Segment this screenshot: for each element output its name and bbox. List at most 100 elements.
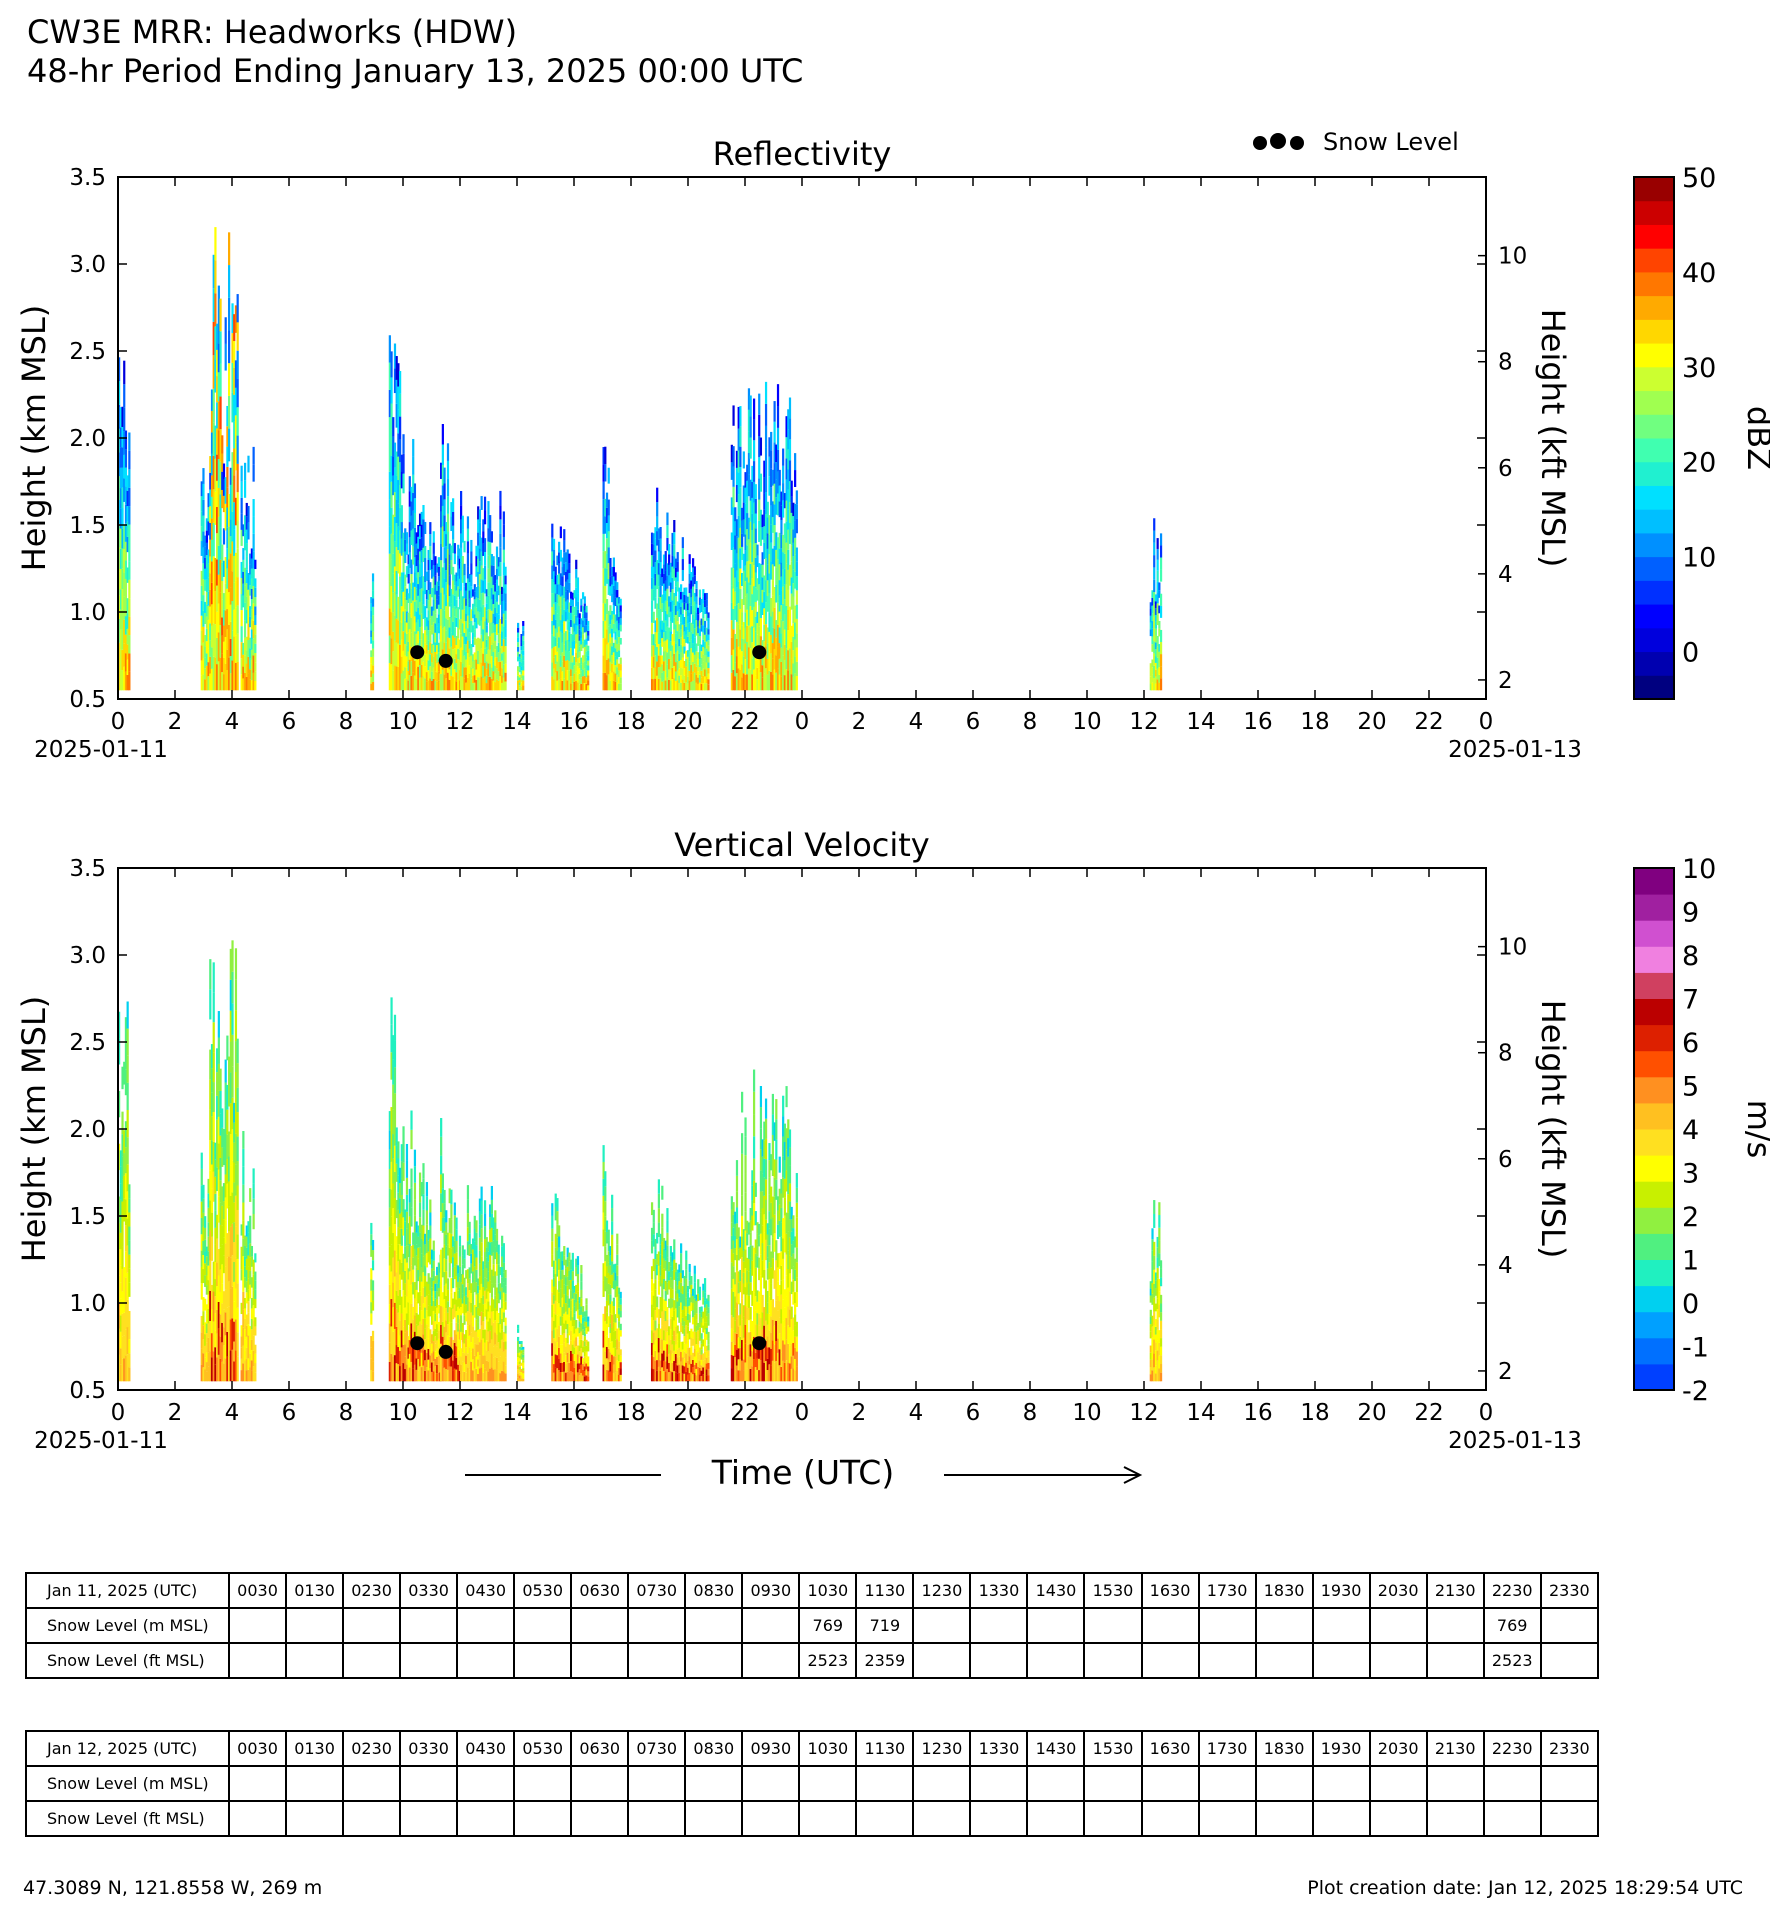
y-right-tick-label: 10 [1498, 244, 1527, 270]
table-cell [1425, 1800, 1485, 1837]
table-row: Snow Level (m MSL) [25, 1765, 1600, 1802]
snow-level-point [752, 1336, 767, 1351]
table-row-label: Snow Level (ft MSL) [25, 1642, 230, 1679]
dbz-colorbar-segment [1634, 224, 1674, 249]
table-cell [1254, 1607, 1314, 1644]
y-tick-label: 0.5 [69, 687, 106, 713]
table-cell: 0130 [285, 1572, 345, 1609]
table-header-row: Jan 11, 2025 (UTC) 0030 0130 0230 0330 0430 05… [25, 1572, 1600, 1609]
x-tick-label: 10 [388, 1400, 417, 1426]
vv-colorbar-segment [1634, 894, 1674, 921]
table-cell: 1530 [1083, 1730, 1143, 1767]
x-tick-label: 6 [282, 1400, 297, 1426]
x-tick-label: 2 [852, 1400, 867, 1426]
y-tick-label: 3.0 [69, 943, 106, 969]
y-right-tick-label: 8 [1498, 1041, 1513, 1067]
x-tick-label: 20 [673, 1400, 702, 1426]
table-cell [285, 1800, 345, 1837]
table-cell [741, 1607, 801, 1644]
dbz-colorbar-segment [1634, 627, 1674, 653]
vv-colorbar-segment [1634, 1259, 1674, 1287]
table-cell [1197, 1642, 1257, 1679]
panel-title: Reflectivity [713, 135, 892, 173]
vv-colorbar-tick-label: -1 [1682, 1333, 1709, 1364]
vv-colorbar-segment [1634, 920, 1674, 947]
y-right-tick-label: 2 [1498, 1359, 1513, 1385]
table-cell: 0630 [570, 1572, 630, 1609]
dbz-colorbar-echoes [118, 227, 1163, 691]
table-cell: 1630 [1140, 1730, 1200, 1767]
table-cell [741, 1765, 801, 1802]
x-tick-label: 18 [616, 1400, 645, 1426]
table-cell [1539, 1765, 1600, 1802]
table-cell [1482, 1800, 1542, 1837]
table-cell [227, 1800, 288, 1837]
table-cell [1140, 1800, 1200, 1837]
figure-subtitle: 48-hr Period Ending January 13, 2025 00:… [27, 52, 804, 90]
table-cell: 1730 [1197, 1730, 1257, 1767]
dbz-colorbar-segment [1634, 177, 1674, 202]
vv-colorbar-segment [1634, 1129, 1674, 1156]
x-date-start: 2025-01-11 [34, 737, 168, 763]
vv-colorbar-segment [1634, 998, 1674, 1026]
x-date-end: 2025-01-13 [1448, 737, 1582, 763]
table-cell [342, 1607, 402, 1644]
table-cell [798, 1765, 858, 1802]
dbz-colorbar-segment [1634, 509, 1674, 534]
table-cell [684, 1765, 744, 1802]
table-cell [627, 1800, 687, 1837]
table-header-row: Jan 12, 2025 (UTC) 0030 0130 0230 0330 0430 05… [25, 1730, 1600, 1767]
dbz-colorbar-segment [1634, 438, 1674, 463]
table-cell [513, 1607, 573, 1644]
vv-colorbar-frame [1633, 867, 1675, 1391]
y-tick-label: 2.0 [69, 1117, 106, 1143]
table-cell: 2230 [1482, 1572, 1542, 1609]
vv-colorbar-tick-label: 1 [1682, 1246, 1699, 1277]
table-cell: 0330 [399, 1572, 459, 1609]
y-tick-label: 3.5 [69, 856, 106, 882]
x-tick-label: 20 [1357, 1400, 1386, 1426]
table-cell: 0430 [456, 1730, 516, 1767]
x-tick-label: 14 [1186, 709, 1215, 735]
table-cell: 2523 [798, 1642, 858, 1679]
y-tick-label: 1.5 [69, 513, 106, 539]
table-cell: 0030 [227, 1730, 288, 1767]
table-cell: 2230 [1482, 1730, 1542, 1767]
vv-colorbar-segment [1634, 946, 1674, 973]
x-tick-label: 14 [502, 1400, 531, 1426]
dbz-colorbar-tick-label: 10 [1682, 543, 1716, 574]
table-cell [1311, 1800, 1371, 1837]
vv-colorbar-tick-label: 9 [1682, 898, 1699, 929]
x-tick-label: 0 [795, 1400, 810, 1426]
vv-colorbar-label: m/s [1740, 1100, 1770, 1159]
table-cell: 769 [1482, 1607, 1542, 1644]
table-cell [855, 1800, 915, 1837]
table-cell [513, 1765, 573, 1802]
table-cell [1539, 1642, 1600, 1679]
table-cell: 1330 [969, 1572, 1029, 1609]
table-cell [1368, 1642, 1428, 1679]
table-row-label: Snow Level (ft MSL) [25, 1800, 230, 1837]
table-cell: 0530 [513, 1572, 573, 1609]
vv-colorbar-segment [1634, 1076, 1674, 1104]
y-tick-label: 1.0 [69, 1291, 106, 1317]
table-cell [227, 1765, 288, 1802]
table-cell [285, 1607, 345, 1644]
table-cell [1311, 1607, 1371, 1644]
table-cell [456, 1800, 516, 1837]
table-cell [798, 1800, 858, 1837]
table-cell: 0630 [570, 1730, 630, 1767]
dbz-colorbar-segment [1634, 675, 1674, 700]
x-tick-label: 6 [966, 1400, 981, 1426]
y-right-tick-label: 6 [1498, 1147, 1513, 1173]
x-tick-label: 12 [1129, 709, 1158, 735]
x-tick-label: 22 [1414, 1400, 1443, 1426]
table-cell [1083, 1800, 1143, 1837]
table-cell [342, 1765, 402, 1802]
table-cell: 2523 [1482, 1642, 1542, 1679]
y-right-tick-label: 2 [1498, 668, 1513, 694]
table-cell: 1830 [1254, 1730, 1314, 1767]
table-cell [570, 1800, 630, 1837]
table-cell: 0230 [342, 1572, 402, 1609]
vv-colorbar-segment [1634, 1337, 1674, 1365]
